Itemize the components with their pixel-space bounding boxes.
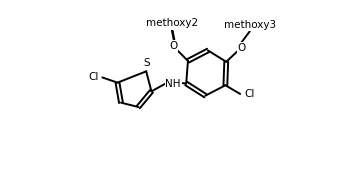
Text: methoxy2: methoxy2 — [146, 18, 198, 28]
Text: O: O — [237, 43, 246, 53]
Text: Cl: Cl — [88, 72, 99, 82]
Text: Cl: Cl — [244, 89, 254, 99]
Text: S: S — [143, 58, 150, 68]
Text: NH: NH — [165, 78, 181, 89]
Text: O: O — [169, 41, 178, 51]
Text: methoxy: methoxy — [0, 173, 1, 174]
Text: methoxy: methoxy — [150, 19, 195, 29]
Text: methoxy3: methoxy3 — [224, 20, 276, 30]
